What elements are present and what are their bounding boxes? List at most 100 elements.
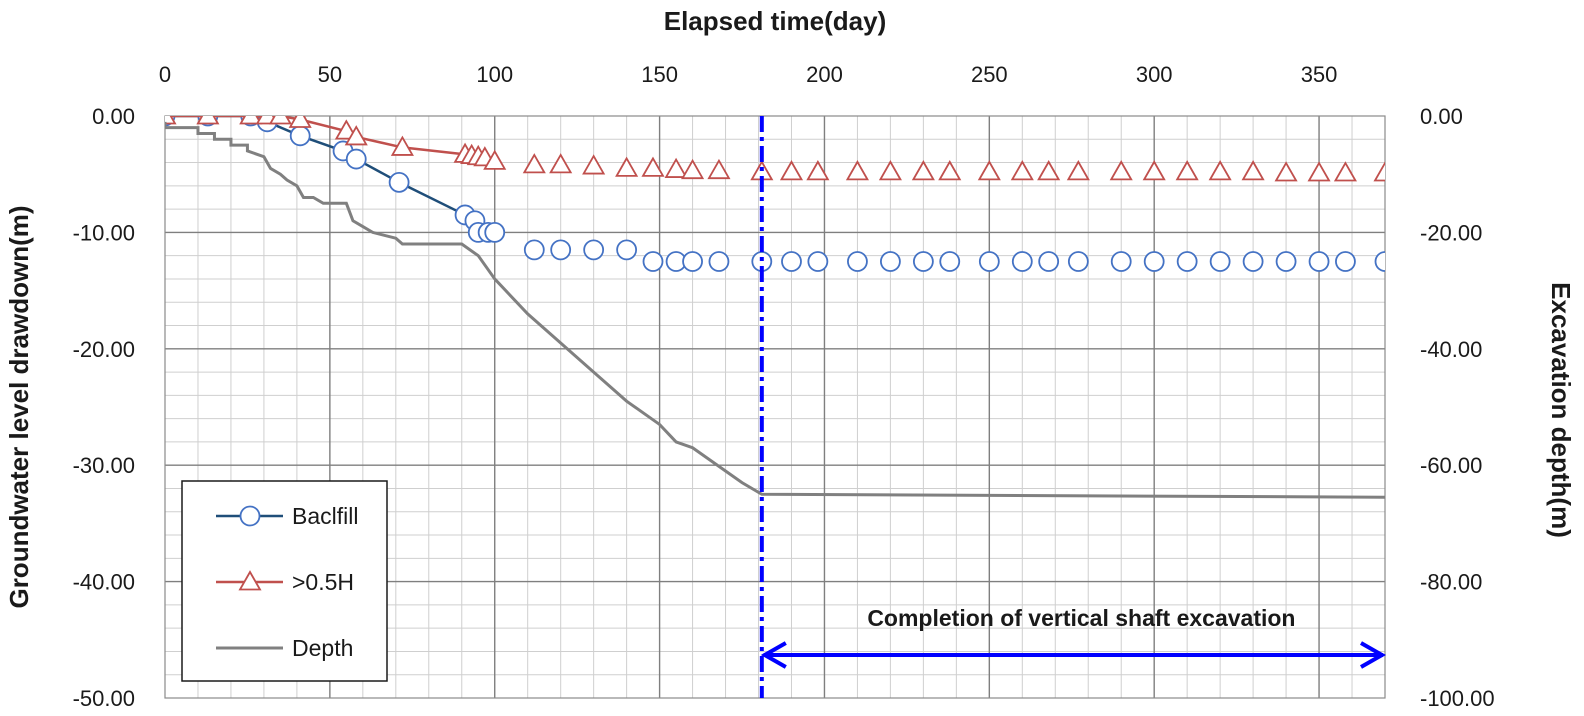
data-point-baclfill: [912, 251, 934, 272]
data-point-baclfill: [616, 239, 638, 261]
data-point-baclfill: [642, 251, 664, 272]
data-point-baclfill: [484, 221, 506, 243]
data-point-0-5h: [707, 158, 731, 180]
data-point-0-5h: [938, 160, 962, 181]
y2-tick-label: -60.00: [1420, 453, 1482, 478]
data-point-baclfill: [1038, 251, 1060, 272]
x-tick-label: 100: [476, 62, 513, 87]
y-tick-label: -20.00: [73, 337, 135, 362]
data-point-baclfill: [1067, 251, 1089, 272]
completion-arrow: [760, 641, 1387, 669]
data-point-baclfill: [847, 251, 868, 272]
x-tick-labels: 0 50 100 150 200 250 300 350: [159, 62, 1338, 87]
y2-tick-labels: 0.00 -20.00 -40.00 -60.00 -80.00 -100.00: [1420, 104, 1495, 711]
y2-tick-label: 0.00: [1420, 104, 1463, 129]
series-layer: [165, 116, 1385, 499]
series-0-5h: [165, 116, 1385, 182]
data-point-baclfill: [1143, 251, 1165, 272]
data-point-0-5h: [390, 135, 414, 156]
data-point-0-5h: [1066, 160, 1090, 181]
data-point-0-5h: [344, 125, 368, 146]
data-point-0-5h: [977, 160, 1001, 181]
x-tick-label: 0: [159, 62, 171, 87]
data-point-baclfill: [523, 239, 545, 261]
data-point-0-5h: [1175, 160, 1199, 181]
legend: Baclfill >0.5H Depth: [181, 480, 388, 682]
data-point-baclfill: [708, 251, 730, 272]
data-point-0-5h: [1333, 161, 1357, 182]
data-point-0-5h: [806, 160, 830, 181]
data-point-0-5h: [239, 116, 263, 125]
data-point-baclfill: [939, 251, 961, 272]
data-point-baclfill: [289, 125, 311, 147]
data-point-0-5h: [549, 153, 573, 174]
x-tick-label: 150: [641, 62, 678, 87]
series-baclfill: [165, 116, 1385, 272]
y-tick-label: -40.00: [73, 570, 135, 595]
data-point-0-5h: [165, 116, 177, 125]
data-point-0-5h: [845, 160, 869, 181]
data-point-0-5h: [641, 156, 665, 177]
data-point-0-5h: [268, 116, 292, 125]
y-tick-labels: 0.00 -10.00 -20.00 -30.00 -40.00 -50.00: [73, 104, 135, 711]
y2-tick-label: -100.00: [1420, 686, 1495, 711]
data-point-0-5h: [1241, 160, 1265, 181]
data-point-baclfill: [807, 251, 829, 272]
y-tick-label: -10.00: [73, 220, 135, 245]
x-tick-label: 300: [1136, 62, 1173, 87]
data-point-0-5h: [483, 149, 507, 170]
legend-marker-baclfill: [239, 505, 261, 527]
data-point-0-5h: [288, 116, 312, 128]
data-point-baclfill: [978, 251, 1000, 272]
data-point-baclfill: [1011, 251, 1033, 272]
y2-axis-title: Excavation depth(m): [1546, 282, 1576, 538]
data-point-baclfill: [1176, 251, 1198, 272]
y2-tick-label: -20.00: [1420, 220, 1482, 245]
data-point-baclfill: [1275, 251, 1297, 272]
data-point-0-5h: [1010, 160, 1034, 181]
x-tick-label: 350: [1301, 62, 1338, 87]
y2-tick-label: -40.00: [1420, 337, 1482, 362]
data-point-baclfill: [1110, 251, 1132, 272]
data-point-0-5h: [1274, 161, 1298, 182]
data-point-baclfill: [1242, 251, 1264, 272]
data-point-0-5h: [779, 160, 804, 181]
x-tick-label: 250: [971, 62, 1008, 87]
legend-marker-0-5h: [238, 570, 262, 591]
data-point-0-5h: [664, 157, 688, 178]
data-point-0-5h: [522, 153, 546, 174]
data-point-0-5h: [615, 156, 639, 177]
data-point-baclfill: [345, 148, 367, 170]
data-point-0-5h: [878, 160, 902, 181]
x-tick-label: 200: [806, 62, 843, 87]
data-point-0-5h: [582, 154, 606, 175]
completion-annotation: Completion of vertical shaft excavation: [867, 605, 1295, 631]
y-axis-title: Groundwater level drawdown(m): [4, 205, 34, 608]
y2-tick-label: -80.00: [1420, 570, 1482, 595]
data-point-0-5h: [1109, 160, 1133, 181]
plot-area: [164, 115, 1386, 699]
data-point-baclfill: [682, 251, 703, 272]
data-point-baclfill: [1308, 251, 1330, 272]
series-depth: [165, 121, 1385, 499]
legend-label-0-5h: >0.5H: [292, 569, 354, 595]
data-point-0-5h: [1373, 161, 1385, 182]
data-point-0-5h: [911, 160, 935, 181]
data-point-baclfill: [781, 251, 802, 272]
data-point-0-5h: [196, 116, 220, 125]
data-point-baclfill: [1374, 251, 1385, 272]
data-point-baclfill: [880, 251, 901, 272]
data-point-baclfill: [388, 171, 410, 193]
data-point-0-5h: [1307, 161, 1331, 182]
data-point-baclfill: [1335, 251, 1356, 272]
y-tick-label: -50.00: [73, 686, 135, 711]
series-line-depth: [165, 121, 1385, 499]
data-point-baclfill: [550, 239, 572, 261]
data-point-0-5h: [1208, 160, 1232, 181]
x-tick-label: 50: [318, 62, 342, 87]
data-point-0-5h: [1037, 160, 1061, 181]
y-tick-label: 0.00: [92, 104, 135, 129]
legend-label-depth: Depth: [292, 635, 353, 661]
data-point-0-5h: [1142, 160, 1166, 181]
